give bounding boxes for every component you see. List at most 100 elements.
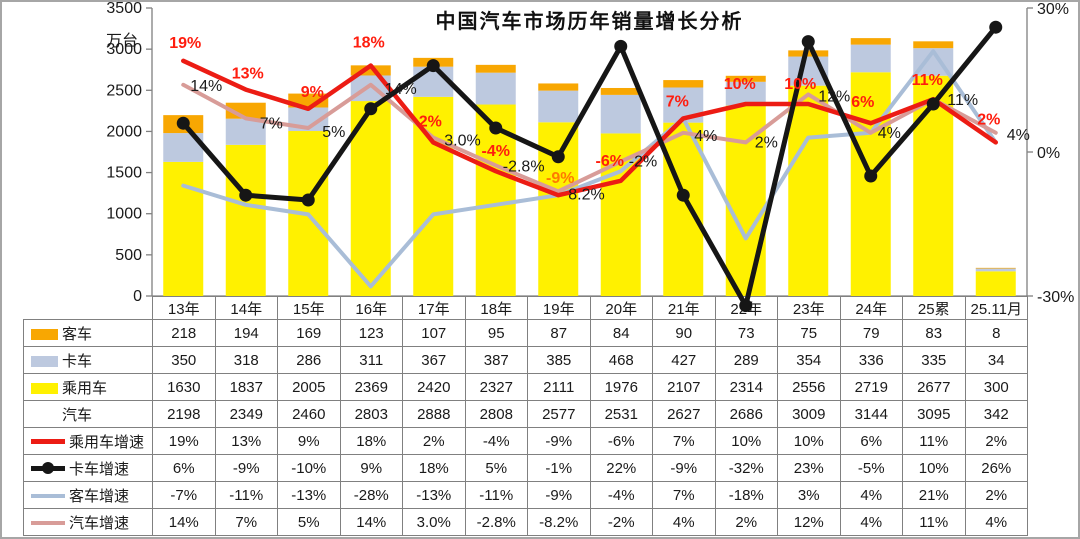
row-label-auto: 汽车 (23, 400, 153, 428)
bar-truck (725, 81, 766, 106)
bar-truck (600, 94, 641, 134)
data-label-passenger-growth: 9% (301, 84, 324, 101)
table-cell-bus-growth: -13% (402, 481, 466, 509)
table-cell-truck: 336 (839, 346, 903, 374)
year-header: 19年 (527, 296, 591, 320)
table-cell-passenger-car: 1630 (152, 373, 216, 401)
table-cell-bus: 75 (777, 319, 841, 347)
year-header: 25累 (902, 296, 966, 320)
bar-truck (850, 44, 891, 73)
truck-legend-swatch (31, 355, 58, 367)
year-header: 21年 (652, 296, 716, 320)
bar-passenger-car (350, 101, 391, 296)
table-cell-auto-growth: -8.2% (527, 508, 591, 536)
table-cell-bus: 95 (464, 319, 528, 347)
table-cell-truck-growth: 9% (339, 454, 403, 482)
bar-bus (913, 41, 954, 49)
table-cell-bus-growth: 3% (777, 481, 841, 509)
table-cell-bus: 79 (839, 319, 903, 347)
table-cell-auto: 2803 (339, 400, 403, 428)
left-axis-tick-label: 1500 (106, 165, 142, 182)
marker-truck-growth (926, 97, 940, 111)
table-cell-passenger-car: 2369 (339, 373, 403, 401)
bar-passenger-car (913, 75, 954, 296)
row-label-passenger-growth: 乘用车增速 (23, 427, 153, 455)
bar-passenger-car (538, 122, 579, 296)
table-cell-auto: 3144 (839, 400, 903, 428)
table-cell-auto-growth: 5% (277, 508, 341, 536)
year-header: 15年 (277, 296, 341, 320)
bar-bus (475, 64, 516, 73)
table-cell-bus-growth: -13% (277, 481, 341, 509)
table-cell-truck-growth: -1% (527, 454, 591, 482)
data-label-passenger-growth: 7% (666, 93, 689, 110)
data-label-auto-growth: 2% (755, 134, 778, 151)
data-label-auto-growth: -2.8% (503, 158, 545, 175)
left-axis-tick-label: 2000 (106, 123, 142, 140)
bar-bus (163, 115, 204, 134)
table-cell-truck-growth: -5% (839, 454, 903, 482)
table-cell-bus: 84 (589, 319, 653, 347)
bar-truck (288, 107, 329, 132)
table-cell-passenger-car: 1837 (214, 373, 278, 401)
data-label-passenger-growth: -9% (546, 170, 574, 187)
table-row-auto: 汽车 2198 2349 2460 2803 2888 2808 2577 2531 2627 26… (23, 400, 1028, 428)
bar-bus (538, 83, 579, 91)
left-axis-tick-label: 1000 (106, 206, 142, 223)
table-cell-truck: 335 (902, 346, 966, 374)
table-row-truck-growth: 卡车增速 6% -9% -10% 9% 18% 5% -1% 22% -9% -32% 23% -5% 1… (23, 454, 1028, 482)
table-cell-bus-growth: 21% (902, 481, 966, 509)
marker-truck-growth (864, 169, 878, 183)
year-header: 14年 (214, 296, 278, 320)
table-cell-auto-growth: 14% (339, 508, 403, 536)
table-cell-bus-growth: -11% (464, 481, 528, 509)
data-label-passenger-growth: 10% (784, 76, 816, 93)
data-label-auto-growth: 5% (322, 124, 345, 141)
bar-truck (663, 87, 704, 123)
data-label-passenger-growth: -6% (596, 153, 624, 170)
bar-bus (725, 75, 766, 82)
table-cell-bus: 123 (339, 319, 403, 347)
table-cell-bus-growth: 2% (964, 481, 1028, 509)
table-cell-bus: 73 (714, 319, 778, 347)
table-cell-truck: 289 (714, 346, 778, 374)
table-cell-truck: 468 (589, 346, 653, 374)
table-cell-truck: 34 (964, 346, 1028, 374)
bar-bus (225, 102, 266, 119)
row-label-truck-growth: 卡车增速 (23, 454, 153, 482)
table-row-passenger-growth: 乘用车增速 19% 13% 9% 18% 2% -4% -9% -6% 7% 10% 10% 6% 11%… (23, 427, 1028, 455)
table-cell-passenger-car: 2107 (652, 373, 716, 401)
bar-bus (600, 87, 641, 95)
marker-truck-growth (676, 188, 690, 202)
table-cell-auto: 2531 (589, 400, 653, 428)
series-name: 乘用车 (62, 379, 108, 397)
data-label-auto-growth: 14% (385, 81, 417, 98)
table-cell-passenger-growth: 6% (839, 427, 903, 455)
table-cell-passenger-growth: -4% (464, 427, 528, 455)
table-row-truck: 卡车 350 318 286 311 367 387 385 468 427 289 354 336 33… (23, 346, 1028, 374)
table-cell-passenger-car: 2556 (777, 373, 841, 401)
table-cell-truck-growth: 5% (464, 454, 528, 482)
table-cell-truck: 427 (652, 346, 716, 374)
passenger-car-legend-swatch (31, 382, 58, 394)
marker-truck-growth (551, 150, 565, 164)
table-cell-auto-growth: 12% (777, 508, 841, 536)
truck-growth-marker-dot (42, 461, 54, 474)
table-row-bus-growth: 客车增速 -7% -11% -13% -28% -13% -11% -9% -4% 7% -18% 3… (23, 481, 1028, 509)
table-cell-truck-growth: 23% (777, 454, 841, 482)
bus-legend-swatch (31, 328, 58, 340)
table-cell-auto-growth: 4% (839, 508, 903, 536)
table-cell-truck: 350 (152, 346, 216, 374)
year-header: 25.11月 (964, 296, 1028, 320)
table-cell-bus: 87 (527, 319, 591, 347)
table-cell-auto: 2808 (464, 400, 528, 428)
data-label-passenger-growth: -4% (482, 143, 510, 160)
table-cell-auto-growth: 11% (902, 508, 966, 536)
data-table: 13年 14年 15年 16年 17年 18年 19年 20年 21年 22年 23年 24年 25累 2… (23, 296, 1028, 536)
bar-truck (413, 66, 454, 97)
table-cell-truck-growth: 10% (902, 454, 966, 482)
left-axis-tick-label: 3500 (106, 0, 142, 17)
series-name: 客车增速 (69, 487, 130, 505)
table-cell-passenger-car: 2314 (714, 373, 778, 401)
table-cell-truck: 354 (777, 346, 841, 374)
